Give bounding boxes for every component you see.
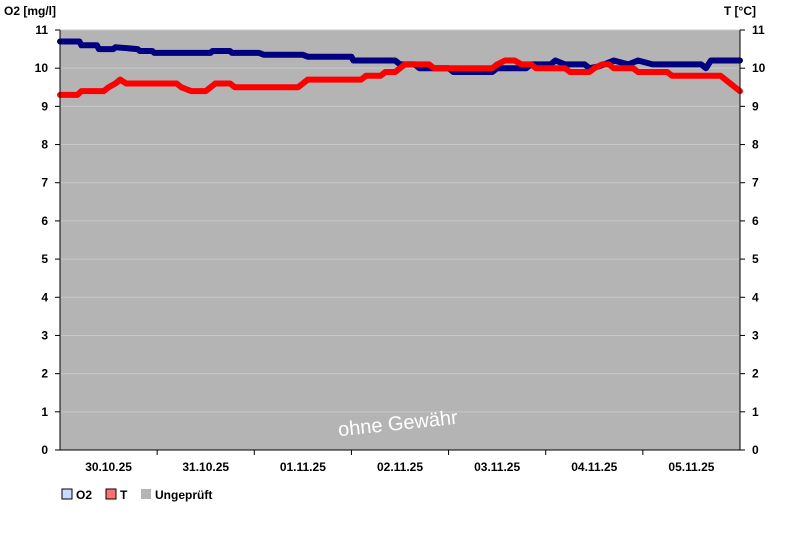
legend-label-2: T xyxy=(120,488,128,502)
y-tick-label-right: 0 xyxy=(752,443,759,457)
legend-swatch-1 xyxy=(61,488,73,500)
y-tick-label-left: 2 xyxy=(41,367,48,381)
y-tick-label-right: 9 xyxy=(752,99,759,113)
y-tick-label-left: 10 xyxy=(35,61,49,75)
y-axis-title-right: T [°C] xyxy=(724,4,756,18)
y-tick-label-right: 5 xyxy=(752,252,759,266)
y-tick-label-right: 2 xyxy=(752,367,759,381)
y-tick-label-left: 8 xyxy=(41,138,48,152)
x-tick-label: 30.10.25 xyxy=(85,460,132,474)
legend-label-3: Ungeprüft xyxy=(155,488,212,502)
y-tick-label-left: 4 xyxy=(41,290,48,304)
y-tick-label-right: 3 xyxy=(752,328,759,342)
x-tick-label: 02.11.25 xyxy=(377,460,423,474)
y-tick-label-left: 5 xyxy=(41,252,48,266)
x-tick-label: 05.11.25 xyxy=(668,460,714,474)
y-tick-label-left: 9 xyxy=(41,99,48,113)
legend-swatch-3 xyxy=(141,489,151,499)
plot-area xyxy=(60,30,740,450)
y-tick-label-left: 11 xyxy=(35,23,48,37)
y-tick-label-left: 6 xyxy=(41,214,48,228)
y-axis-title-left: O2 [mg/l] xyxy=(4,4,56,18)
y-tick-label-right: 7 xyxy=(752,176,759,190)
x-tick-label: 03.11.25 xyxy=(474,460,520,474)
y-tick-label-left: 7 xyxy=(41,176,48,190)
y-tick-label-right: 6 xyxy=(752,214,759,228)
y-tick-label-right: 11 xyxy=(752,23,765,37)
legend-label-1: O2 xyxy=(76,488,92,502)
y-tick-label-left: 3 xyxy=(41,328,48,342)
y-tick-label-right: 1 xyxy=(752,405,759,419)
x-tick-label: 31.10.25 xyxy=(182,460,229,474)
legend-swatch-2 xyxy=(105,488,117,500)
x-tick-label: 04.11.25 xyxy=(571,460,617,474)
y-tick-label-right: 10 xyxy=(752,61,766,75)
y-tick-label-left: 0 xyxy=(41,443,48,457)
x-tick-label: 01.11.25 xyxy=(280,460,326,474)
y-tick-label-right: 8 xyxy=(752,138,759,152)
y-tick-label-left: 1 xyxy=(41,405,48,419)
y-tick-label-right: 4 xyxy=(752,290,759,304)
series-line-t xyxy=(57,57,743,98)
